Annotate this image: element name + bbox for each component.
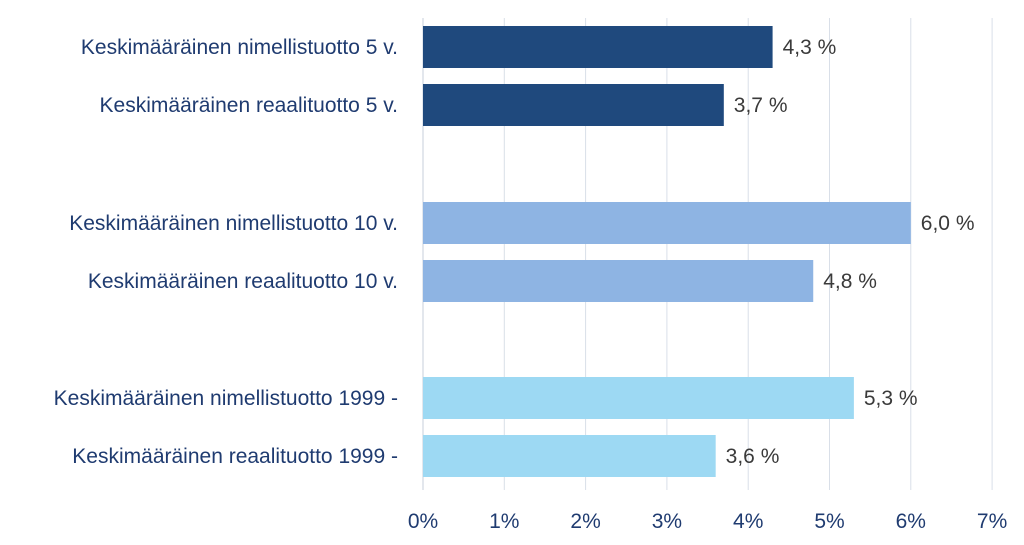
- x-axis-ticks: 0% 1% 2% 3% 4% 5% 6% 7%: [408, 510, 1007, 533]
- bar: [423, 84, 724, 126]
- category-label: Keskimääräinen nimellistuotto 1999 -: [54, 387, 398, 410]
- x-tick-label: 4%: [733, 510, 763, 533]
- bar: [423, 377, 854, 419]
- x-tick-label: 2%: [570, 510, 600, 533]
- data-label: 6,0 %: [921, 212, 975, 235]
- data-label: 5,3 %: [864, 387, 918, 410]
- x-tick-label: 0%: [408, 510, 438, 533]
- category-label: Keskimääräinen nimellistuotto 10 v.: [69, 212, 398, 235]
- x-tick-label: 7%: [977, 510, 1007, 533]
- category-labels: Keskimääräinen nimellistuotto 5 v. Keskim…: [54, 36, 398, 468]
- bar: [423, 26, 773, 68]
- x-tick-label: 1%: [489, 510, 519, 533]
- x-tick-label: 3%: [652, 510, 682, 533]
- data-label: 4,8 %: [823, 270, 877, 293]
- x-tick-label: 6%: [896, 510, 926, 533]
- x-tick-label: 5%: [814, 510, 844, 533]
- data-labels: 4,3 % 3,7 % 6,0 % 4,8 % 5,3 % 3,6 %: [726, 36, 975, 468]
- category-label: Keskimääräinen reaalituotto 10 v.: [88, 270, 398, 293]
- category-label: Keskimääräinen reaalituotto 1999 -: [72, 445, 398, 468]
- category-label: Keskimääräinen nimellistuotto 5 v.: [81, 36, 398, 59]
- data-label: 3,6 %: [726, 445, 780, 468]
- bar: [423, 435, 716, 477]
- bars: [423, 26, 911, 477]
- data-label: 3,7 %: [734, 94, 788, 117]
- category-label: Keskimääräinen reaalituotto 5 v.: [100, 94, 398, 117]
- bar: [423, 202, 911, 244]
- bar: [423, 260, 814, 302]
- data-label: 4,3 %: [783, 36, 837, 59]
